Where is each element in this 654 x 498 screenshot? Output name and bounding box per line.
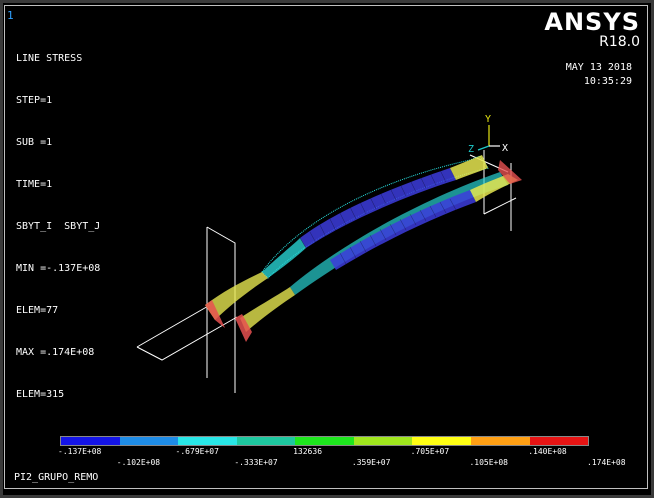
legend-label-bottom: -.102E+08 xyxy=(116,458,161,467)
contour-legend-bar xyxy=(60,436,589,446)
legend-swatch xyxy=(178,437,237,445)
ansys-logo: ANSYS xyxy=(544,8,640,36)
triad-z-label: Z xyxy=(468,144,474,155)
max-value: MAX =.174E+08 xyxy=(16,347,95,358)
stress-band-upper xyxy=(205,155,489,328)
substep-label: SUB =1 xyxy=(16,137,53,148)
min-value: MIN =-.137E+08 xyxy=(16,263,101,274)
time-label: TIME=1 xyxy=(16,179,53,190)
max-element: ELEM=315 xyxy=(16,389,65,400)
triad-x-label: X xyxy=(502,143,508,154)
items-label: SBYT_I SBYT_J xyxy=(16,221,101,232)
date-label: MAY 13 2018 xyxy=(565,62,632,73)
legend-swatch xyxy=(236,437,296,445)
legend-swatch xyxy=(295,437,354,445)
legend-label-top: .705E+07 xyxy=(410,447,450,456)
legend-swatch xyxy=(61,437,120,445)
jobname-label: PI2_GRUPO_REMO xyxy=(14,472,99,483)
legend-swatch xyxy=(119,437,179,445)
legend-label-bottom: .174E+08 xyxy=(587,458,626,467)
legend-label-top: -.679E+07 xyxy=(175,447,219,456)
window-number: 1 xyxy=(7,9,14,22)
result-info-panel: LINE STRESS STEP=1 SUB =1 TIME=1 SBYT_I … xyxy=(16,24,100,416)
stress-band-lower xyxy=(235,160,522,342)
legend-label-top: .140E+08 xyxy=(528,447,567,456)
hatch-overlay xyxy=(299,169,457,265)
legend-label-bottom: .359E+07 xyxy=(351,458,391,467)
coordinate-triad: Y X Z xyxy=(468,114,508,155)
legend-swatch xyxy=(412,437,471,445)
legend-label-top: 132636 xyxy=(293,447,323,456)
version-label: R18.0 xyxy=(599,34,640,50)
legend-label-top: -.137E+08 xyxy=(58,447,102,456)
min-element: ELEM=77 xyxy=(16,305,59,316)
legend-swatch xyxy=(529,437,589,445)
graphics-viewport[interactable] xyxy=(4,5,648,489)
step-label: STEP=1 xyxy=(16,95,53,106)
triad-y-label: Y xyxy=(485,114,491,125)
time-label-clock: 10:35:29 xyxy=(583,76,632,87)
legend-swatch xyxy=(353,437,413,445)
legend-label-bottom: .105E+08 xyxy=(469,458,508,467)
legend-swatch xyxy=(470,437,530,445)
timestamp: MAY 13 2018 10:35:29 xyxy=(566,61,632,89)
ansys-brand: ANSYS R18.0 xyxy=(544,8,640,50)
legend-label-bottom: -.333E+07 xyxy=(234,458,278,467)
plot-title: LINE STRESS xyxy=(16,53,83,64)
